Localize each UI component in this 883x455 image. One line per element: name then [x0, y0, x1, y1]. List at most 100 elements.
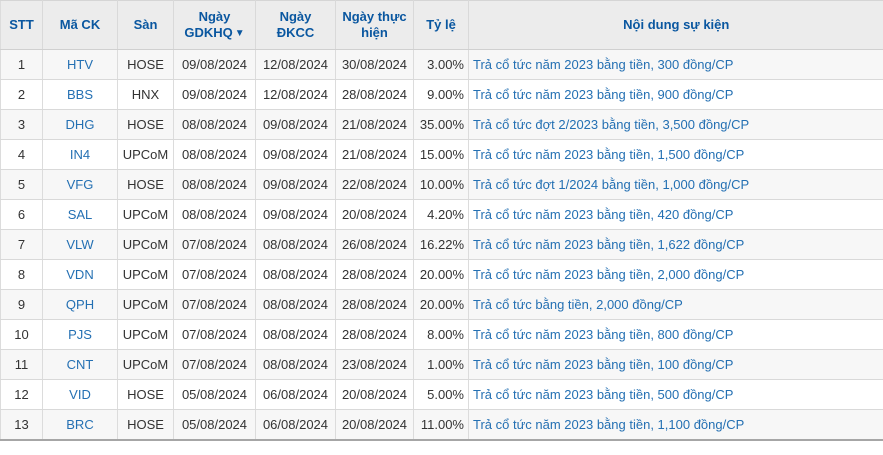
exdividend-date-cell: 07/08/2024	[173, 229, 256, 260]
ratio-cell: 5.00%	[413, 379, 469, 410]
exchange-cell: UPCoM	[117, 259, 174, 290]
record-date-cell: 08/08/2024	[255, 289, 336, 320]
column-header-ticker[interactable]: Mã CK	[42, 0, 118, 50]
table-body: 1 HTV HOSE 09/08/2024 12/08/2024 30/08/2…	[0, 49, 883, 440]
event-content-link[interactable]: Trả cổ tức năm 2023 bằng tiền, 900 đồng/…	[468, 79, 883, 110]
table-row: 11 CNT UPCoM 07/08/2024 08/08/2024 23/08…	[0, 349, 883, 380]
event-content-link[interactable]: Trả cổ tức đợt 2/2023 bằng tiền, 3,500 đ…	[468, 109, 883, 140]
column-header-stt[interactable]: STT	[0, 0, 43, 50]
record-date-cell: 09/08/2024	[255, 109, 336, 140]
execution-date-cell: 22/08/2024	[335, 169, 414, 200]
exchange-cell: HNX	[117, 79, 174, 110]
row-index-cell: 2	[0, 79, 43, 110]
table-row: 4 IN4 UPCoM 08/08/2024 09/08/2024 21/08/…	[0, 139, 883, 170]
ticker-link[interactable]: BRC	[42, 409, 118, 440]
ticker-link[interactable]: VDN	[42, 259, 118, 290]
exchange-cell: HOSE	[117, 49, 174, 80]
column-header-exdividend-date-label: Ngày GDKHQ	[184, 8, 233, 40]
exchange-cell: UPCoM	[117, 229, 174, 260]
table-row: 8 VDN UPCoM 07/08/2024 08/08/2024 28/08/…	[0, 259, 883, 290]
event-content-link[interactable]: Trả cổ tức năm 2023 bằng tiền, 1,622 đồn…	[468, 229, 883, 260]
event-content-link[interactable]: Trả cổ tức năm 2023 bằng tiền, 100 đồng/…	[468, 349, 883, 380]
execution-date-cell: 20/08/2024	[335, 199, 414, 230]
exdividend-date-cell: 07/08/2024	[173, 259, 256, 290]
column-header-exchange[interactable]: Sàn	[117, 0, 174, 50]
exdividend-date-cell: 05/08/2024	[173, 409, 256, 440]
sort-descending-icon: ▼	[234, 28, 245, 39]
ratio-cell: 15.00%	[413, 139, 469, 170]
record-date-cell: 08/08/2024	[255, 349, 336, 380]
event-content-link[interactable]: Trả cổ tức năm 2023 bằng tiền, 420 đồng/…	[468, 199, 883, 230]
row-index-cell: 4	[0, 139, 43, 170]
record-date-cell: 08/08/2024	[255, 319, 336, 350]
ticker-link[interactable]: VLW	[42, 229, 118, 260]
exchange-cell: UPCoM	[117, 199, 174, 230]
execution-date-cell: 28/08/2024	[335, 259, 414, 290]
event-content-link[interactable]: Trả cổ tức năm 2023 bằng tiền, 2,000 đồn…	[468, 259, 883, 290]
exchange-cell: HOSE	[117, 379, 174, 410]
exdividend-date-cell: 07/08/2024	[173, 319, 256, 350]
row-index-cell: 7	[0, 229, 43, 260]
column-header-execution-date[interactable]: Ngày thực hiện	[335, 0, 414, 50]
record-date-cell: 09/08/2024	[255, 139, 336, 170]
event-content-link[interactable]: Trả cổ tức năm 2023 bằng tiền, 300 đồng/…	[468, 49, 883, 80]
event-content-link[interactable]: Trả cổ tức năm 2023 bằng tiền, 1,500 đồn…	[468, 139, 883, 170]
column-header-event-content[interactable]: Nội dung sự kiện	[468, 0, 883, 50]
row-index-cell: 10	[0, 319, 43, 350]
ratio-cell: 8.00%	[413, 319, 469, 350]
table-row: 7 VLW UPCoM 07/08/2024 08/08/2024 26/08/…	[0, 229, 883, 260]
record-date-cell: 08/08/2024	[255, 259, 336, 290]
record-date-cell: 09/08/2024	[255, 169, 336, 200]
row-index-cell: 3	[0, 109, 43, 140]
execution-date-cell: 20/08/2024	[335, 409, 414, 440]
column-header-record-date[interactable]: Ngày ĐKCC	[255, 0, 336, 50]
ticker-link[interactable]: IN4	[42, 139, 118, 170]
row-index-cell: 1	[0, 49, 43, 80]
exdividend-date-cell: 07/08/2024	[173, 289, 256, 320]
record-date-cell: 12/08/2024	[255, 49, 336, 80]
event-content-link[interactable]: Trả cổ tức bằng tiền, 2,000 đồng/CP	[468, 289, 883, 320]
event-content-link[interactable]: Trả cổ tức năm 2023 bằng tiền, 500 đồng/…	[468, 379, 883, 410]
row-index-cell: 12	[0, 379, 43, 410]
ticker-link[interactable]: VID	[42, 379, 118, 410]
event-content-link[interactable]: Trả cổ tức đợt 1/2024 bằng tiền, 1,000 đ…	[468, 169, 883, 200]
row-index-cell: 5	[0, 169, 43, 200]
table-row: 13 BRC HOSE 05/08/2024 06/08/2024 20/08/…	[0, 409, 883, 440]
dividend-events-table: STT Mã CK Sàn Ngày GDKHQ ▼ Ngày ĐKCC Ngày…	[0, 0, 883, 441]
ratio-cell: 10.00%	[413, 169, 469, 200]
event-content-link[interactable]: Trả cổ tức năm 2023 bằng tiền, 800 đồng/…	[468, 319, 883, 350]
row-index-cell: 9	[0, 289, 43, 320]
ratio-cell: 35.00%	[413, 109, 469, 140]
exdividend-date-cell: 08/08/2024	[173, 199, 256, 230]
execution-date-cell: 21/08/2024	[335, 139, 414, 170]
ratio-cell: 3.00%	[413, 49, 469, 80]
exdividend-date-cell: 09/08/2024	[173, 49, 256, 80]
table-row: 1 HTV HOSE 09/08/2024 12/08/2024 30/08/2…	[0, 49, 883, 80]
ticker-link[interactable]: CNT	[42, 349, 118, 380]
ticker-link[interactable]: DHG	[42, 109, 118, 140]
table-row: 3 DHG HOSE 08/08/2024 09/08/2024 21/08/2…	[0, 109, 883, 140]
execution-date-cell: 21/08/2024	[335, 109, 414, 140]
exdividend-date-cell: 07/08/2024	[173, 349, 256, 380]
ticker-link[interactable]: QPH	[42, 289, 118, 320]
record-date-cell: 08/08/2024	[255, 229, 336, 260]
column-header-exdividend-date[interactable]: Ngày GDKHQ ▼	[173, 0, 256, 50]
exchange-cell: HOSE	[117, 109, 174, 140]
ticker-link[interactable]: HTV	[42, 49, 118, 80]
exdividend-date-cell: 08/08/2024	[173, 139, 256, 170]
ticker-link[interactable]: PJS	[42, 319, 118, 350]
table-row: 6 SAL UPCoM 08/08/2024 09/08/2024 20/08/…	[0, 199, 883, 230]
ticker-link[interactable]: BBS	[42, 79, 118, 110]
execution-date-cell: 28/08/2024	[335, 319, 414, 350]
column-header-ratio[interactable]: Tỷ lệ	[413, 0, 469, 50]
ticker-link[interactable]: VFG	[42, 169, 118, 200]
ratio-cell: 20.00%	[413, 289, 469, 320]
record-date-cell: 06/08/2024	[255, 379, 336, 410]
event-content-link[interactable]: Trả cổ tức năm 2023 bằng tiền, 1,100 đồn…	[468, 409, 883, 440]
exchange-cell: UPCoM	[117, 319, 174, 350]
ticker-link[interactable]: SAL	[42, 199, 118, 230]
record-date-cell: 06/08/2024	[255, 409, 336, 440]
table-row: 9 QPH UPCoM 07/08/2024 08/08/2024 28/08/…	[0, 289, 883, 320]
exchange-cell: HOSE	[117, 409, 174, 440]
ratio-cell: 1.00%	[413, 349, 469, 380]
